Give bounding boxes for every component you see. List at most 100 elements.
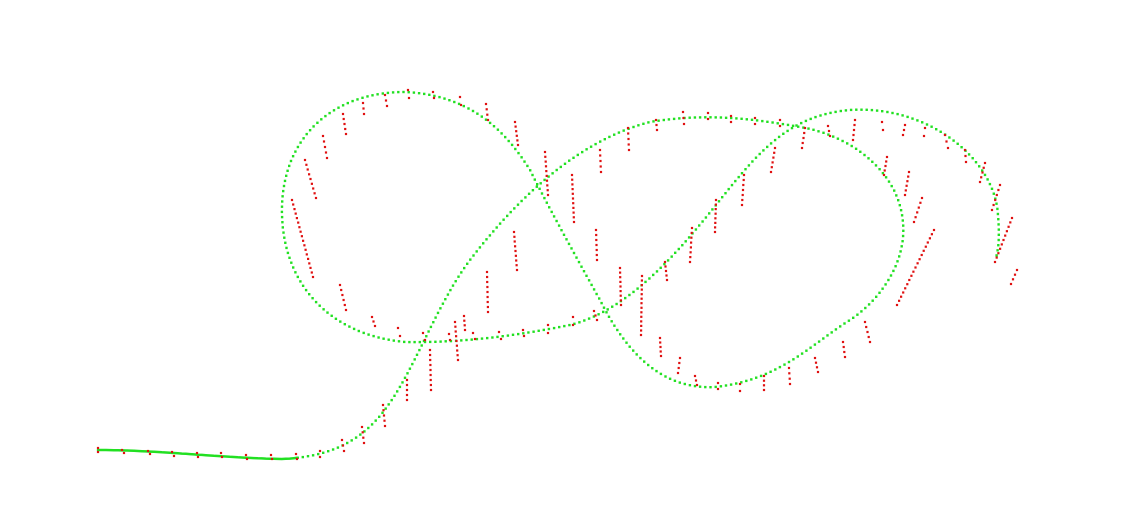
marker-dot: [543, 150, 547, 154]
marker-layer: [96, 88, 1019, 461]
trajectory-dot: [855, 108, 858, 111]
trajectory-dot: [451, 284, 455, 287]
marker-dot: [309, 177, 312, 181]
trajectory-dot: [971, 157, 974, 160]
trajectory-dot: [786, 123, 790, 127]
trajectory-dot: [809, 346, 812, 349]
marker-dot: [816, 370, 820, 374]
trajectory-dot: [896, 260, 899, 263]
marker-dot: [1005, 230, 1008, 233]
marker-dot: [306, 168, 309, 171]
marker-dot: [342, 117, 345, 121]
trajectory-dot: [795, 124, 798, 127]
marker-dot: [640, 320, 643, 323]
marker-dot: [682, 122, 686, 126]
trajectory-dot: [363, 430, 366, 433]
trajectory-dot: [527, 331, 530, 334]
trajectory-dot: [911, 117, 914, 120]
marker-dot: [308, 262, 311, 265]
trajectory-dot: [522, 332, 525, 335]
trajectory-dot: [350, 439, 353, 442]
marker-dot: [570, 173, 574, 177]
marker-dot: [926, 241, 929, 244]
trajectory-dot: [647, 121, 650, 124]
marker-dot: [220, 455, 224, 459]
marker-dot: [943, 133, 947, 137]
marker-dot: [292, 203, 295, 206]
marker-dot: [360, 425, 364, 429]
trajectory-dot: [800, 121, 803, 125]
marker-dot: [714, 226, 717, 229]
trajectory-dot: [536, 183, 539, 186]
marker-dot: [405, 398, 409, 402]
trajectory-dot: [507, 139, 510, 143]
marker-dot: [753, 116, 757, 120]
marker-dot: [311, 275, 315, 279]
marker-dot: [904, 287, 907, 290]
marker-dot: [342, 449, 346, 453]
marker-dot: [1004, 234, 1007, 237]
trajectory-dot: [632, 349, 635, 352]
trajectory-dot: [366, 95, 369, 98]
marker-dot: [902, 291, 905, 294]
marker-dot: [522, 334, 526, 338]
marker-dot: [406, 88, 410, 92]
trajectory-dot: [849, 108, 853, 112]
marker-dot: [814, 361, 818, 364]
trajectory-dot: [635, 353, 638, 356]
marker-dot: [852, 128, 856, 132]
marker-dot: [458, 95, 462, 99]
trajectory-dot: [589, 145, 593, 148]
marker-dot: [297, 221, 300, 224]
trajectory-dot: [889, 274, 893, 277]
trajectory-dot: [832, 135, 835, 138]
trajectory-dot: [776, 122, 779, 125]
marker-dot: [762, 374, 766, 378]
marker-dot: [619, 271, 622, 274]
trajectory-dot: [952, 139, 955, 142]
marker-dot: [447, 332, 451, 336]
marker-dot: [813, 356, 817, 360]
trajectory-dot: [312, 125, 315, 128]
marker-dot: [423, 338, 427, 342]
trajectory-dot: [558, 325, 561, 329]
marker-dot: [473, 337, 477, 341]
marker-dot: [484, 102, 488, 106]
marker-dot: [741, 198, 744, 202]
trajectory-dot: [744, 168, 747, 171]
marker-dot: [659, 350, 662, 353]
trajectory-dot: [750, 378, 753, 381]
marker-dot: [341, 444, 345, 447]
trajectory-dot: [672, 117, 676, 121]
trajectory-dot: [996, 249, 999, 252]
marker-dot: [572, 216, 575, 219]
trajectory-dot: [978, 165, 981, 168]
marker-dot: [312, 187, 315, 190]
marker-dot: [901, 133, 905, 137]
marker-dot: [463, 328, 467, 332]
marker-dot: [880, 120, 884, 124]
marker-dot: [997, 252, 1000, 255]
trajectory-dot: [637, 124, 640, 127]
marker-dot: [432, 96, 436, 100]
trajectory-dot: [510, 143, 514, 147]
marker-dot: [640, 324, 643, 327]
marker-dot: [841, 340, 845, 344]
trajectory-dot: [652, 120, 655, 123]
marker-dot: [513, 240, 516, 243]
trajectory-dot: [709, 116, 712, 119]
trajectory-dot: [332, 109, 336, 112]
marker-dot: [219, 451, 223, 455]
trajectory-dot: [628, 345, 631, 348]
marker-dot: [342, 298, 345, 302]
marker-dot: [195, 451, 199, 455]
trajectory-dot: [886, 110, 889, 114]
marker-dot: [738, 389, 742, 393]
trajectory-dot: [415, 353, 419, 356]
trajectory-dot: [425, 335, 428, 338]
trajectory-dot: [545, 201, 548, 204]
marker-dot: [740, 203, 744, 207]
marker-dot: [344, 308, 348, 312]
trajectory-dot: [498, 222, 502, 225]
